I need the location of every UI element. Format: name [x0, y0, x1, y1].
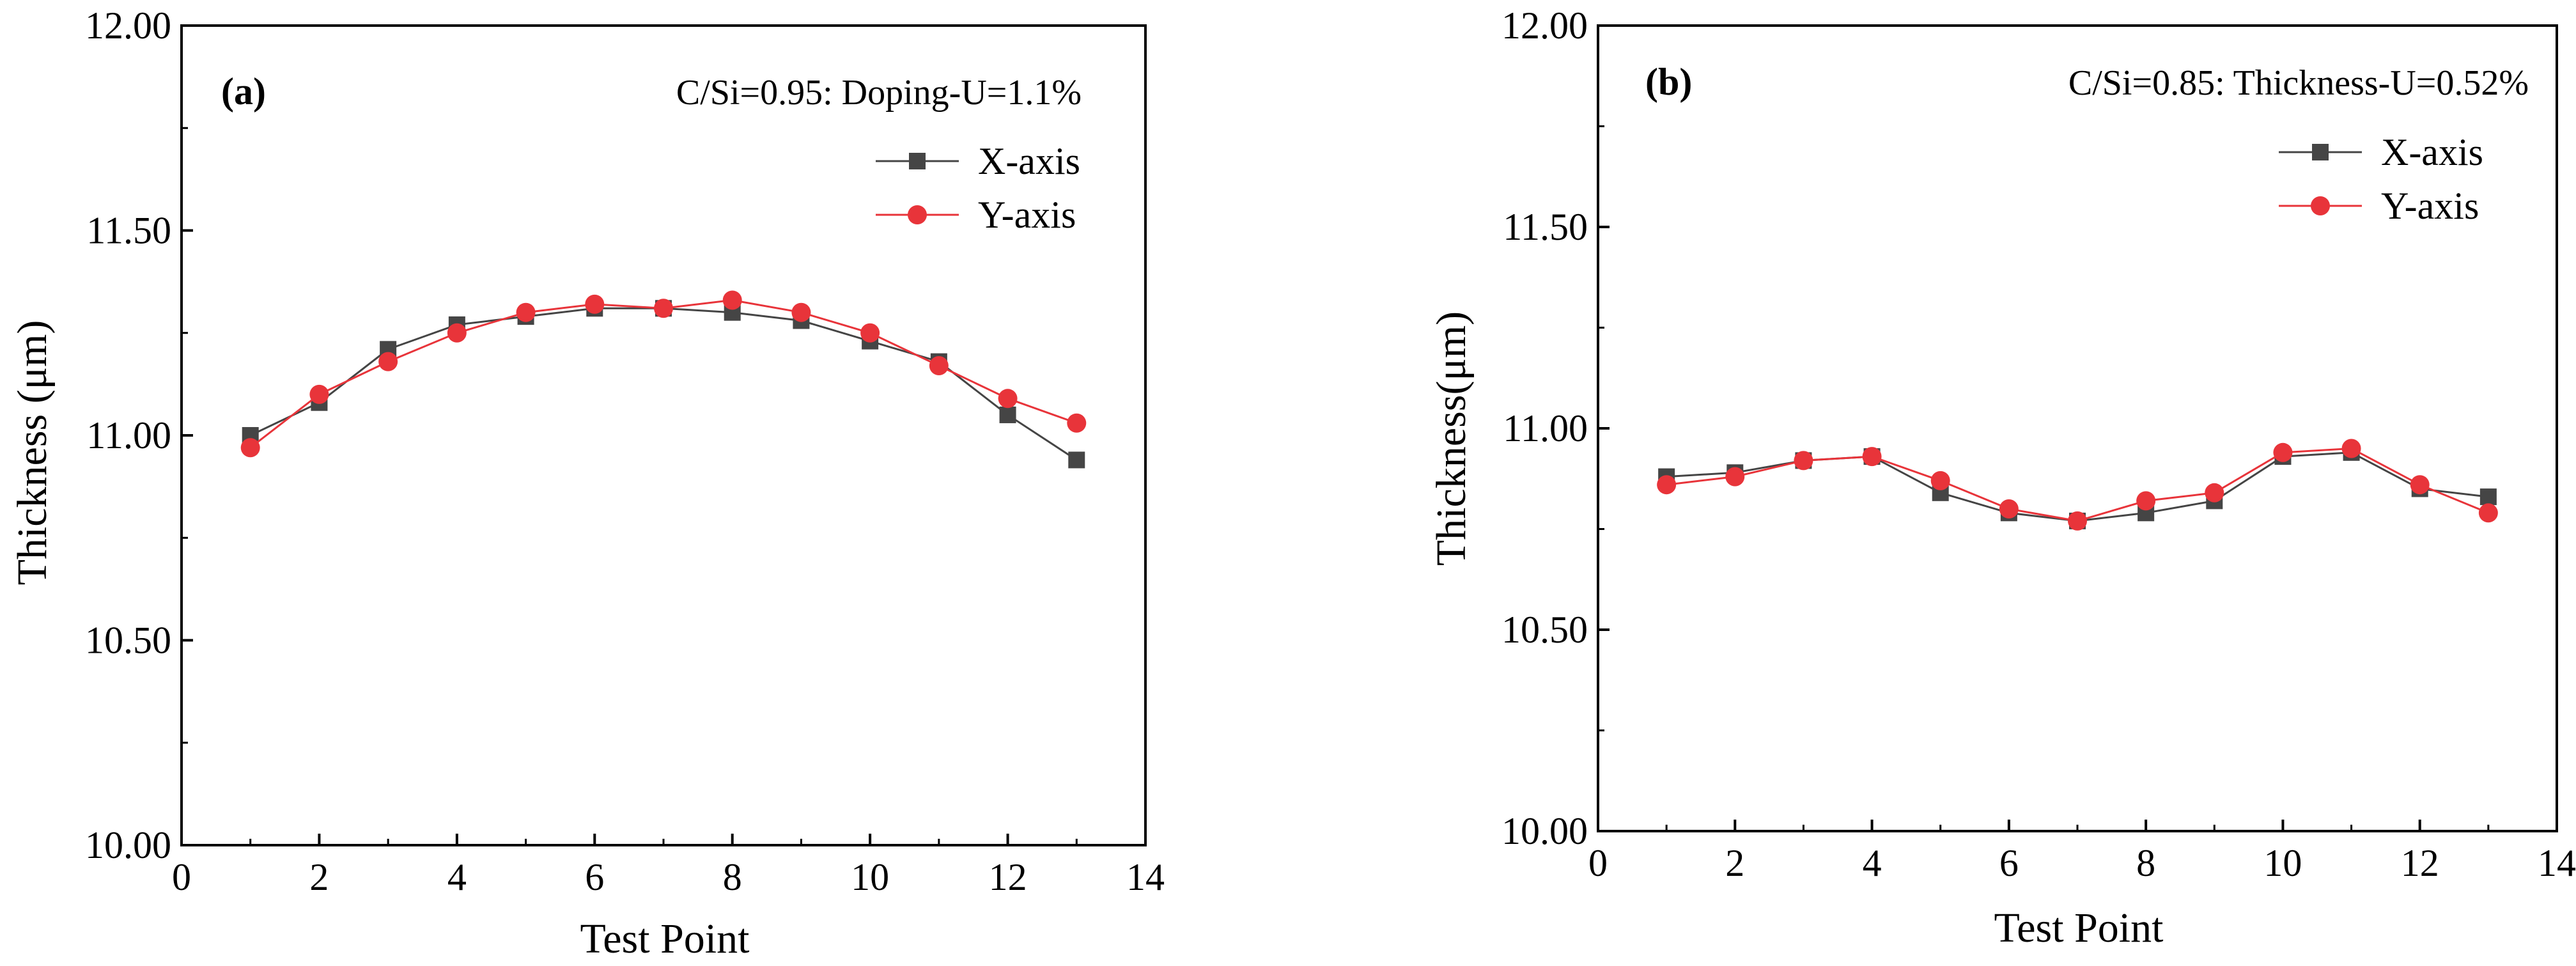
y-axis-title-a: Thickness (μm)	[9, 320, 56, 586]
data-point-y-axis	[998, 389, 1018, 409]
data-point-y-axis	[791, 302, 811, 322]
legend-marker-x-axis	[2312, 144, 2329, 160]
data-point-y-axis	[309, 384, 329, 404]
series-layer-b	[1657, 439, 2498, 531]
data-point-y-axis	[860, 323, 880, 343]
panel-label-a: (a)	[221, 70, 266, 113]
x-tick-label: 4	[1863, 842, 1882, 884]
chart-panel-b: (b) C/Si=0.85: Thickness-U=0.52% Test Po…	[1428, 4, 2576, 951]
data-point-y-axis	[516, 302, 536, 322]
data-point-y-axis	[1862, 447, 1882, 467]
x-tick-label: 14	[2538, 842, 2576, 884]
x-tick-label: 6	[1999, 842, 2019, 884]
x-tick-label: 14	[1126, 856, 1165, 898]
x-tick-label: 4	[447, 856, 467, 898]
y-tick-label: 10.50	[1501, 609, 1588, 651]
legend-label-x-axis: X-axis	[2381, 131, 2483, 173]
data-point-y-axis	[2068, 511, 2087, 531]
x-tick-label: 8	[723, 856, 742, 898]
y-tick-label: 11.00	[86, 414, 171, 456]
legend-b: X-axis Y-axis	[2279, 131, 2483, 227]
x-tick-labels-a: 0 2 4 6 8 10 12 14	[172, 834, 1165, 898]
data-point-y-axis	[447, 323, 467, 343]
panel-label-b: (b)	[1645, 61, 1692, 103]
x-tick-labels-b: 0 2 4 6 8 10 12 14	[1588, 820, 2576, 884]
y-tick-label: 11.50	[1503, 206, 1588, 248]
data-point-y-axis	[378, 352, 398, 371]
y-tick-label: 11.50	[86, 210, 171, 252]
data-point-x-axis	[999, 406, 1016, 423]
legend-label-x-axis: X-axis	[978, 140, 1080, 182]
legend-marker-y-axis	[2311, 196, 2330, 215]
annotation-a: C/Si=0.95: Doping-U=1.1%	[676, 73, 1082, 113]
series-line-x-axis	[1666, 451, 2489, 522]
x-tick-label: 8	[2136, 842, 2155, 884]
y-tick-label: 12.00	[85, 4, 171, 47]
data-point-y-axis	[240, 438, 260, 458]
y-tick-label: 11.00	[1503, 407, 1588, 449]
y-tick-label: 10.50	[85, 619, 171, 662]
x-axis-title-a: Test Point	[580, 915, 750, 962]
legend-label-y-axis: Y-axis	[978, 194, 1076, 236]
data-point-y-axis	[722, 290, 742, 310]
data-point-y-axis	[1794, 451, 1813, 471]
x-tick-label: 12	[2401, 842, 2439, 884]
y-tick-label: 12.00	[1501, 4, 1588, 47]
x-tick-label: 6	[585, 856, 604, 898]
x-tick-label: 0	[172, 856, 191, 898]
x-tick-label: 2	[1725, 842, 1744, 884]
data-point-y-axis	[2205, 483, 2224, 502]
legend-label-y-axis: Y-axis	[2381, 185, 2479, 227]
data-point-x-axis	[2479, 488, 2497, 506]
data-point-y-axis	[1999, 499, 2019, 518]
y-tick-labels-a: 10.00 10.50 11.00 11.50 12.00	[85, 4, 193, 866]
x-tick-label: 12	[989, 856, 1027, 898]
data-point-y-axis	[1725, 467, 1745, 487]
data-point-y-axis	[1930, 471, 1950, 490]
series-line-x-axis	[250, 307, 1078, 461]
x-tick-label: 2	[309, 856, 329, 898]
data-point-y-axis	[1067, 413, 1087, 433]
x-tick-label: 0	[1588, 842, 1608, 884]
chart-panel-a: (a) C/Si=0.95: Doping-U=1.1% Test Point …	[9, 4, 1165, 962]
data-point-y-axis	[585, 294, 605, 314]
data-point-y-axis	[2478, 503, 2498, 523]
y-tick-label: 10.00	[1501, 810, 1588, 852]
data-point-y-axis	[2136, 491, 2156, 511]
data-point-y-axis	[1657, 475, 1677, 495]
x-axis-title-b: Test Point	[1994, 905, 2164, 951]
data-point-y-axis	[654, 299, 673, 318]
data-point-y-axis	[2341, 439, 2361, 458]
annotation-b: C/Si=0.85: Thickness-U=0.52%	[2068, 63, 2529, 103]
x-tick-label: 10	[2263, 842, 2302, 884]
data-point-y-axis	[2410, 475, 2430, 495]
series-line-y-axis	[249, 299, 1077, 449]
series-layer-a	[240, 290, 1087, 469]
x-tick-label: 10	[851, 856, 889, 898]
y-tick-label: 10.00	[85, 824, 171, 866]
y-axis-title-b: Thickness(μm)	[1428, 311, 1475, 566]
legend-a: X-axis Y-axis	[876, 140, 1080, 236]
y-tick-labels-b: 10.00 10.50 11.00 11.50 12.00	[1501, 4, 1610, 852]
legend-marker-y-axis	[908, 205, 927, 224]
data-point-y-axis	[2273, 442, 2293, 462]
data-point-y-axis	[929, 356, 949, 376]
legend-marker-x-axis	[909, 153, 926, 169]
data-point-x-axis	[1068, 451, 1085, 469]
